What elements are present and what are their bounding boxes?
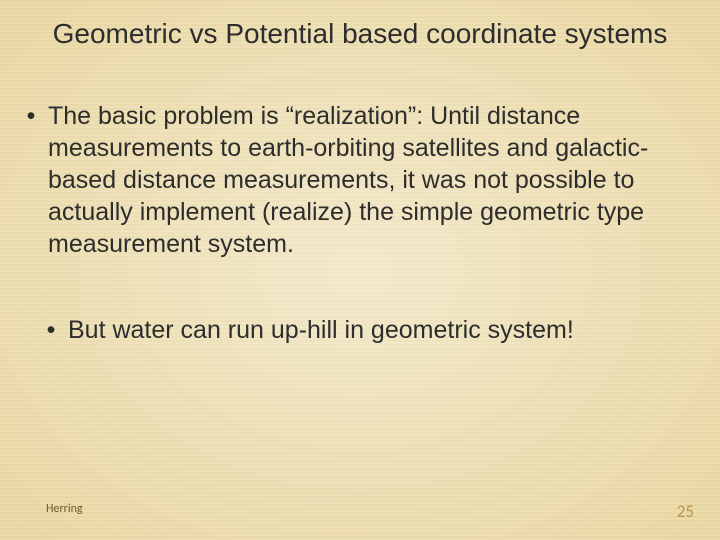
bullet-text: The basic problem is “realization”: Unti… [44, 100, 702, 260]
bullet-dot-icon: • [38, 314, 64, 346]
bullet-dot-icon: • [18, 100, 44, 132]
footer-author: Herring [46, 502, 83, 516]
bullet-item: • But water can run up-hill in geometric… [38, 314, 702, 346]
slide-body: • The basic problem is “realization”: Un… [18, 100, 702, 400]
bullet-item: • The basic problem is “realization”: Un… [18, 100, 702, 260]
slide-title: Geometric vs Potential based coordinate … [0, 18, 720, 50]
page-number: 25 [677, 501, 694, 522]
slide: Geometric vs Potential based coordinate … [0, 0, 720, 540]
bullet-text: But water can run up-hill in geometric s… [64, 314, 702, 346]
